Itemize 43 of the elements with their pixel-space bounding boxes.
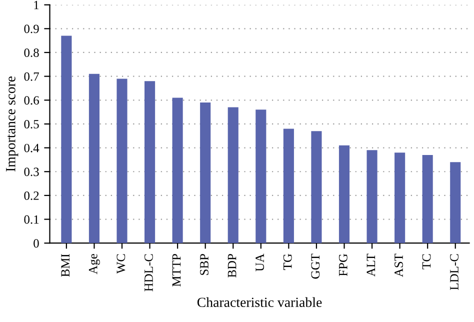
- y-tick-label: 0.6: [24, 96, 39, 105]
- x-tick-label: TG: [283, 254, 292, 270]
- bar: [172, 98, 183, 244]
- x-tick-label: UA: [256, 254, 264, 272]
- x-tick-label: TC: [422, 254, 431, 270]
- x-tick-label: ALT: [366, 254, 376, 277]
- y-tick-label: 0.8: [24, 48, 39, 57]
- y-tick-label: 0.1: [24, 215, 39, 224]
- y-axis-title: Importance score: [6, 76, 18, 172]
- x-tick-label: Age: [88, 254, 100, 274]
- x-tick-label: LDL-C: [450, 254, 458, 290]
- x-tick-label: MTTP: [172, 254, 181, 287]
- x-tick-label: HDL-C: [144, 254, 153, 292]
- bar: [88, 74, 100, 244]
- y-tick-label: 0: [34, 239, 39, 248]
- y-tick-label: 0.7: [24, 72, 39, 81]
- bar: [61, 36, 72, 244]
- bar: [450, 162, 461, 244]
- bar: [394, 152, 406, 244]
- y-tick-label: 0.3: [24, 168, 39, 176]
- bar: [338, 145, 350, 244]
- bar: [283, 128, 294, 244]
- bar: [311, 131, 322, 244]
- y-tick-label: 1: [34, 0, 39, 10]
- bar: [116, 78, 128, 244]
- bar: [422, 154, 433, 244]
- y-tick-label: 0.2: [24, 191, 39, 200]
- bar: [200, 102, 211, 244]
- bar: [228, 107, 238, 244]
- x-tick-label: GGT: [311, 254, 320, 279]
- x-tick-label: BDP: [228, 254, 236, 278]
- y-tick-label: 0.9: [24, 24, 39, 34]
- x-tick-label: FPG: [338, 254, 348, 276]
- x-tick-label: WC: [116, 254, 126, 274]
- x-tick-label: BMI: [61, 254, 70, 277]
- x-tick-label: AST: [394, 254, 403, 278]
- bar: [144, 81, 156, 244]
- y-tick-label: 0.4: [24, 144, 40, 152]
- bar: [366, 150, 378, 244]
- y-tick-label: 0.5: [24, 120, 39, 128]
- bar: [256, 110, 266, 244]
- x-tick-label: SBP: [200, 254, 208, 275]
- x-axis-title: Characteristic variable: [197, 297, 322, 308]
